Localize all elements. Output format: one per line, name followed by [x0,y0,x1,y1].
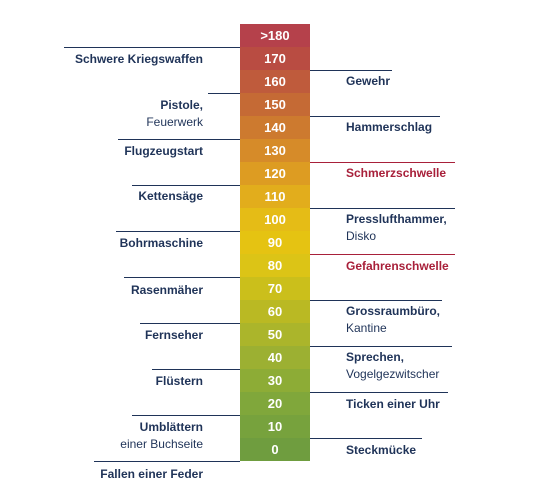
scale-level-70: 70 [240,277,310,300]
scale-level-50: 50 [240,323,310,346]
right-label-5: Grossraumbüro, Kantine [346,303,526,337]
left-label-3: Kettensäge [40,188,203,205]
left-label-5: Rasenmäher [40,282,203,299]
left-label-2: Flugzeugstart [40,143,203,160]
right-label-title: Gefahrenschwelle [346,259,449,273]
left-label-title: Schwere Kriegswaffen [74,52,203,66]
scale-level-60: 60 [240,300,310,323]
left-leader-line [94,461,240,462]
scale-level-30: 30 [240,369,310,392]
left-label-title: Flugzeugstart [124,144,203,158]
scale-level-90: 90 [240,231,310,254]
right-leader-line [310,116,440,117]
scale-level-20: 20 [240,392,310,415]
left-leader-line [118,139,240,140]
right-label-6: Sprechen, Vogelgezwitscher [346,349,526,383]
left-label-title: Flüstern [155,374,203,388]
scale-level-0: 0 [240,438,310,461]
left-label-title: Fallen einer Feder [100,467,203,481]
left-leader-line [116,231,240,232]
left-leader-line [152,369,240,370]
scale-level-over-180: >180 [240,24,310,47]
left-label-1: Pistole, Feuerwerk [40,97,203,131]
left-label-title: Fernseher [144,328,203,342]
right-label-title: Ticken einer Uhr [346,397,440,411]
scale-level-80: 80 [240,254,310,277]
scale-level-170: 170 [240,47,310,70]
left-label-8: Umblättern einer Buchseite [40,419,203,453]
scale-level-160: 160 [240,70,310,93]
left-leader-line [132,415,240,416]
left-leader-line [208,93,240,94]
left-label-title: Bohrmaschine [119,236,203,250]
scale-level-40: 40 [240,346,310,369]
left-label-title: Pistole, [160,98,203,112]
right-label-4: Gefahrenschwelle [346,258,526,275]
right-leader-line [310,70,392,71]
scale-level-110: 110 [240,185,310,208]
right-label-title: Sprechen, [346,350,405,364]
left-leader-line [132,185,240,186]
left-label-title: Umblättern [139,420,203,434]
left-label-title: Kettensäge [138,189,203,203]
left-label-0: Schwere Kriegswaffen [40,51,203,68]
scale-level-140: 140 [240,116,310,139]
left-label-subtitle: einer Buchseite [120,437,203,451]
left-label-title: Rasenmäher [130,283,203,297]
right-label-title: Steckmücke [346,443,417,457]
right-leader-line [310,208,455,209]
left-leader-line [64,47,240,48]
scale-level-10: 10 [240,415,310,438]
right-leader-line [310,254,455,255]
right-label-title: Presslufthammer, [346,212,447,226]
scale-level-100: 100 [240,208,310,231]
left-label-7: Flüstern [40,373,203,390]
left-label-9: Fallen einer Feder [40,466,203,483]
right-leader-line [310,438,422,439]
right-label-subtitle: Vogelgezwitscher [346,367,440,381]
right-leader-line [310,162,455,163]
left-label-4: Bohrmaschine [40,235,203,252]
right-label-8: Steckmücke [346,442,526,459]
left-label-subtitle: Feuerwerk [146,115,203,129]
right-leader-line [310,346,452,347]
left-leader-line [140,323,240,324]
scale-level-130: 130 [240,139,310,162]
scale-level-150: 150 [240,93,310,116]
scale-level-120: 120 [240,162,310,185]
left-leader-line [124,277,240,278]
right-label-7: Ticken einer Uhr [346,396,526,413]
right-label-subtitle: Kantine [346,321,387,335]
right-label-3: Presslufthammer, Disko [346,211,526,245]
right-label-subtitle: Disko [346,229,377,243]
right-label-title: Hammerschlag [346,120,433,134]
right-label-title: Grossraumbüro, [346,304,441,318]
right-label-1: Hammerschlag [346,119,526,136]
right-label-2: Schmerzschwelle [346,165,526,182]
right-label-title: Gewehr [346,74,391,88]
right-leader-line [310,392,448,393]
left-label-6: Fernseher [40,327,203,344]
right-leader-line [310,300,442,301]
right-label-title: Schmerzschwelle [346,166,447,180]
right-label-0: Gewehr [346,73,526,90]
